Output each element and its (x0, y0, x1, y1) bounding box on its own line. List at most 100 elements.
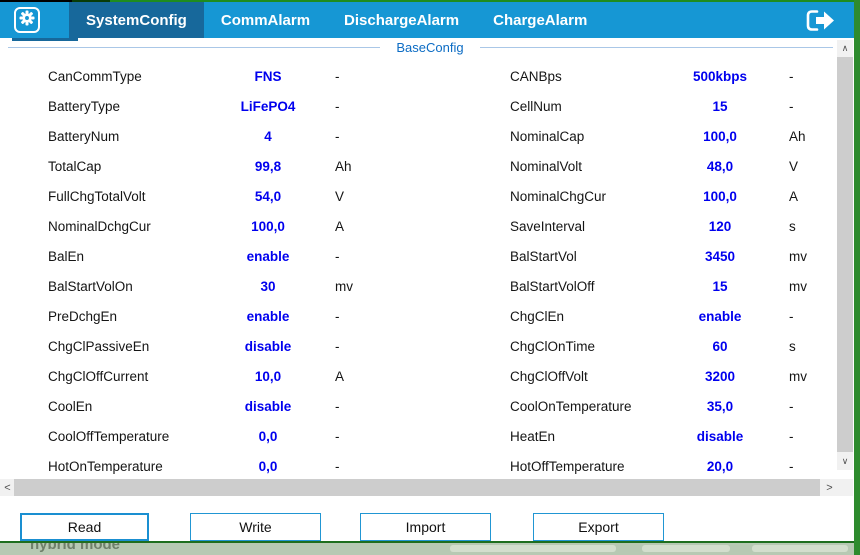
param-value[interactable]: 4 (264, 128, 272, 144)
config-row: NominalCap 100,0 Ah (510, 121, 840, 151)
param-name: ChgClOnTime (510, 338, 596, 354)
exit-button[interactable] (803, 7, 838, 34)
param-value[interactable]: 35,0 (706, 398, 734, 414)
param-value[interactable]: 15 (712, 278, 728, 294)
config-row: PreDchgEn enable - (48, 301, 386, 331)
param-value[interactable]: enable (698, 308, 742, 324)
param-value[interactable]: 15 (712, 98, 728, 114)
param-unit: Ah (789, 128, 806, 144)
config-row: FullChgTotalVolt 54,0 V (48, 181, 386, 211)
underlying-window-box (752, 545, 848, 552)
param-value[interactable]: disable (244, 398, 292, 414)
groupbox-title: BaseConfig (380, 40, 480, 55)
tab-item[interactable]: SystemConfig (69, 2, 204, 38)
param-name: HeatEn (510, 428, 556, 444)
param-unit: - (789, 98, 794, 114)
param-name: BalEn (48, 248, 85, 264)
param-value[interactable]: 20,0 (706, 458, 734, 474)
action-button[interactable]: Write (190, 513, 321, 541)
scroll-left-button[interactable]: < (0, 479, 15, 496)
action-button[interactable]: Export (533, 513, 664, 541)
scroll-up-button[interactable]: ∧ (837, 40, 853, 56)
param-unit: - (335, 428, 340, 444)
underlying-window-strip: hybrid mode (0, 543, 860, 555)
param-value[interactable]: 99,8 (254, 158, 282, 174)
config-row: BatteryNum 4 - (48, 121, 386, 151)
config-row: CellNum 15 - (510, 91, 840, 121)
param-unit: s (789, 338, 796, 354)
param-name: NominalDchgCur (48, 218, 151, 234)
config-row: ChgClOffCurrent 10,0 A (48, 361, 386, 391)
underlying-window-right-border (854, 0, 860, 555)
param-name: BatteryNum (48, 128, 120, 144)
config-column-right: CANBps 500kbps - CellNum 15 - NominalCap… (510, 61, 840, 481)
param-unit: - (789, 308, 794, 324)
underlying-window-border (0, 541, 860, 543)
param-value[interactable]: 100,0 (251, 218, 285, 234)
param-value[interactable]: 54,0 (254, 188, 282, 204)
config-row: BalStartVol 3450 mv (510, 241, 840, 271)
param-value[interactable]: FNS (254, 68, 282, 84)
config-row: BatteryType LiFePO4 - (48, 91, 386, 121)
config-row: BalStartVolOff 15 mv (510, 271, 840, 301)
param-name: CanCommType (48, 68, 142, 84)
param-unit: - (335, 458, 340, 474)
param-value[interactable]: 0,0 (258, 458, 278, 474)
param-name: CANBps (510, 68, 562, 84)
config-row: HotOnTemperature 0,0 - (48, 451, 386, 481)
param-unit: - (335, 98, 340, 114)
horizontal-scrollbar-thumb[interactable] (14, 479, 820, 496)
param-name: SaveInterval (510, 218, 586, 234)
param-unit: Ah (335, 158, 352, 174)
config-row: TotalCap 99,8 Ah (48, 151, 386, 181)
param-name: ChgClPassiveEn (48, 338, 150, 354)
param-value[interactable]: 100,0 (703, 188, 737, 204)
tab-label: DischargeAlarm (344, 11, 460, 29)
logout-icon (803, 10, 838, 38)
param-value[interactable]: disable (244, 338, 292, 354)
scroll-right-button[interactable]: > (822, 479, 837, 496)
param-value[interactable]: 48,0 (706, 158, 734, 174)
param-value[interactable]: 3200 (704, 368, 736, 384)
underlying-window-box (450, 545, 616, 552)
tab-item[interactable]: DischargeAlarm (327, 2, 476, 38)
param-name: ChgClOffCurrent (48, 368, 149, 384)
tab-item[interactable]: CommAlarm (204, 2, 327, 38)
param-value[interactable]: disable (696, 428, 744, 444)
config-row: CoolOffTemperature 0,0 - (48, 421, 386, 451)
param-value[interactable]: 3450 (704, 248, 736, 264)
scroll-down-button[interactable]: ∨ (837, 453, 853, 469)
horizontal-scrollbar[interactable]: < > (0, 479, 853, 496)
param-name: NominalChgCur (510, 188, 607, 204)
config-row: BalStartVolOn 30 mv (48, 271, 386, 301)
vertical-scrollbar[interactable]: ∧ ∨ (837, 40, 853, 470)
param-value[interactable]: 60 (712, 338, 728, 354)
param-unit: - (335, 398, 340, 414)
param-value[interactable]: LiFePO4 (240, 98, 296, 114)
config-row: ChgClOnTime 60 s (510, 331, 840, 361)
param-name: TotalCap (48, 158, 102, 174)
param-unit: A (335, 218, 345, 234)
param-unit: - (335, 308, 340, 324)
action-button[interactable]: Import (360, 513, 491, 541)
param-name: CoolEn (48, 398, 93, 414)
gear-icon (18, 9, 36, 32)
param-value[interactable]: 120 (708, 218, 732, 234)
param-value[interactable]: 30 (260, 278, 276, 294)
action-button[interactable]: Read (20, 513, 149, 541)
param-value[interactable]: 0,0 (258, 428, 278, 444)
param-value[interactable]: 10,0 (254, 368, 282, 384)
param-value[interactable]: 100,0 (703, 128, 737, 144)
param-name: BalStartVolOff (510, 278, 595, 294)
config-row: BalEn enable - (48, 241, 386, 271)
tab-label: ChargeAlarm (493, 11, 588, 29)
param-value[interactable]: enable (246, 248, 290, 264)
param-value[interactable]: 500kbps (692, 68, 748, 84)
chevron-left-icon: < (4, 481, 11, 494)
config-row: NominalChgCur 100,0 A (510, 181, 840, 211)
tab-item[interactable]: ChargeAlarm (476, 2, 604, 38)
vertical-scrollbar-thumb[interactable] (837, 57, 853, 452)
param-name: BalStartVolOn (48, 278, 133, 294)
param-value[interactable]: enable (246, 308, 290, 324)
settings-button[interactable] (14, 7, 40, 33)
